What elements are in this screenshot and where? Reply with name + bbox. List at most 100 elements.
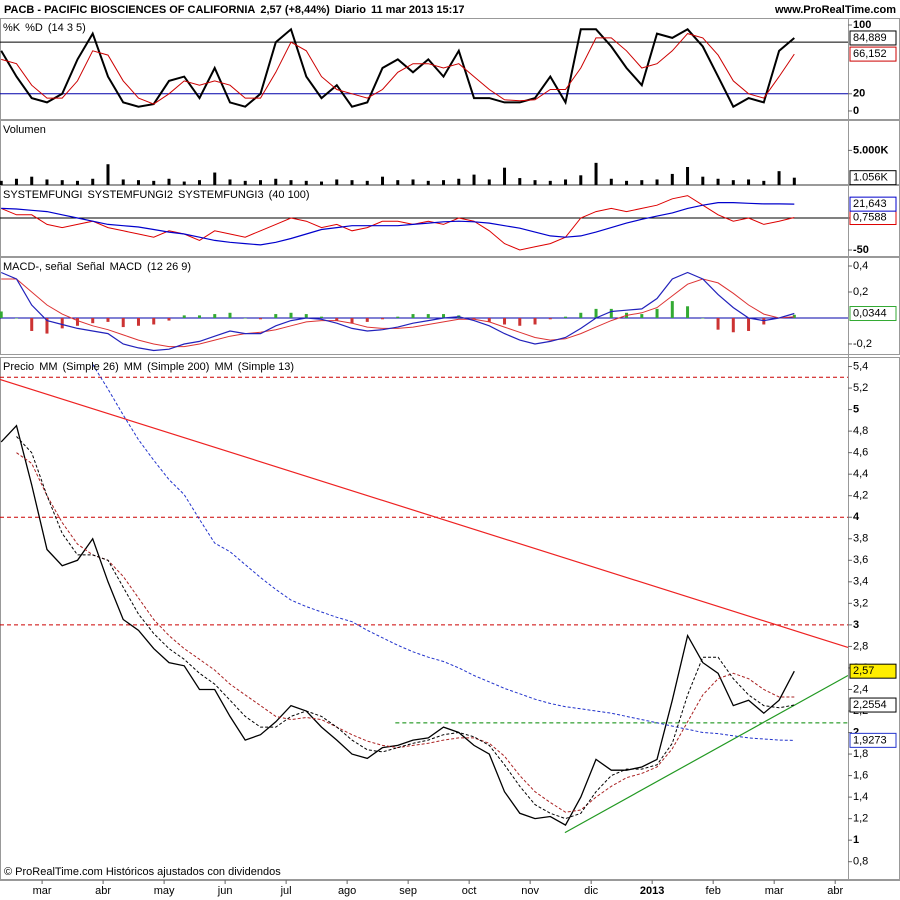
series-line: [0, 424, 795, 826]
series-line: [1, 202, 795, 246]
bar: [121, 317, 125, 328]
bar: [594, 162, 598, 185]
bar: [670, 301, 674, 318]
last-value-label: 0,0344: [853, 307, 887, 319]
y-tick-label: 0,8: [853, 856, 868, 868]
y-tick-label: 4,4: [853, 468, 868, 480]
bar: [365, 317, 369, 322]
x-tick-label: may: [154, 885, 175, 897]
bar: [45, 317, 49, 334]
legend-entry: MM: [39, 361, 57, 373]
bar: [213, 314, 217, 318]
bar: [0, 180, 3, 185]
bar: [472, 174, 476, 185]
bar: [716, 178, 720, 185]
header-date: 11 mar 2013 15:17: [371, 4, 465, 16]
bar: [350, 317, 354, 324]
bar: [579, 175, 583, 185]
bar: [716, 317, 720, 330]
x-tick-label: jun: [217, 885, 233, 897]
last-value-label: 2,2554: [853, 699, 887, 711]
x-tick-label: mar: [33, 885, 52, 897]
last-value-label: 2,57: [853, 665, 874, 677]
bar: [686, 167, 690, 185]
bar: [426, 180, 430, 185]
bar: [747, 317, 751, 331]
bar: [442, 180, 446, 185]
y-tick-label: 1: [853, 834, 859, 846]
y-tick-label: 0,2: [853, 286, 868, 298]
last-value-box: [849, 170, 897, 186]
bar: [518, 178, 522, 185]
bar: [182, 181, 186, 185]
x-tick-label: feb: [706, 885, 721, 897]
x-tick-label: ago: [338, 885, 356, 897]
series-line: [1, 278, 795, 348]
bar: [686, 306, 690, 318]
y-tick-label: 4,6: [853, 447, 868, 459]
y-tick-label: 0: [853, 105, 859, 117]
bar: [747, 179, 751, 185]
bar: [701, 176, 705, 185]
bar: [411, 314, 415, 318]
last-value-box: [849, 732, 897, 748]
bar: [381, 176, 385, 185]
bar: [335, 317, 339, 321]
bar: [655, 308, 659, 318]
bar: [625, 180, 629, 185]
bar: [426, 314, 430, 318]
legend-params: (40 100): [269, 189, 310, 201]
y-tick-label: 1,8: [853, 748, 868, 760]
bar: [106, 317, 110, 322]
x-tick-label: abr: [95, 885, 111, 897]
bar: [14, 317, 18, 319]
last-value-box: [849, 30, 897, 46]
bar: [228, 312, 232, 318]
y-tick-label: 20: [853, 88, 865, 100]
bar: [289, 180, 293, 185]
legend-params: (Simple 26): [63, 361, 119, 373]
bar: [121, 179, 125, 185]
bar: [75, 180, 79, 185]
bar: [30, 317, 34, 331]
legend-entry: MM: [214, 361, 232, 373]
bar: [396, 316, 400, 318]
legend-entry: %D: [25, 22, 43, 34]
bar: [731, 180, 735, 185]
series-line: [0, 27, 795, 109]
header-site: www.ProRealTime.com: [774, 4, 896, 16]
y-tick-label: 4: [853, 511, 860, 523]
bar: [91, 317, 95, 324]
bar: [762, 180, 766, 185]
bar: [518, 317, 522, 326]
last-value-label: 1.056K: [853, 172, 889, 184]
bar: [197, 180, 201, 185]
bar: [0, 311, 3, 318]
bar: [228, 179, 232, 185]
y-tick-label: 4,2: [853, 490, 868, 502]
bar: [503, 167, 507, 185]
y-tick-label: 3,6: [853, 554, 868, 566]
bar: [533, 180, 537, 185]
bar: [259, 317, 263, 320]
y-tick-label: 2,4: [853, 683, 868, 695]
bar: [640, 314, 644, 318]
bar: [609, 308, 613, 318]
legend-entry: MACD-, señal: [3, 261, 71, 273]
bar: [487, 179, 491, 185]
bar: [91, 178, 95, 185]
bar: [167, 317, 171, 321]
bar: [533, 317, 537, 325]
legend-params: (14 3 5): [48, 22, 86, 34]
legend-label: Volumen: [3, 124, 46, 136]
legend-params: (12 26 9): [147, 261, 191, 273]
bar: [243, 317, 247, 319]
y-tick-label: 5.000K: [853, 144, 889, 156]
y-tick-label: 5,2: [853, 382, 868, 394]
bar: [304, 180, 308, 185]
bar: [320, 316, 324, 318]
series-line: [0, 271, 795, 352]
bar: [396, 180, 400, 185]
